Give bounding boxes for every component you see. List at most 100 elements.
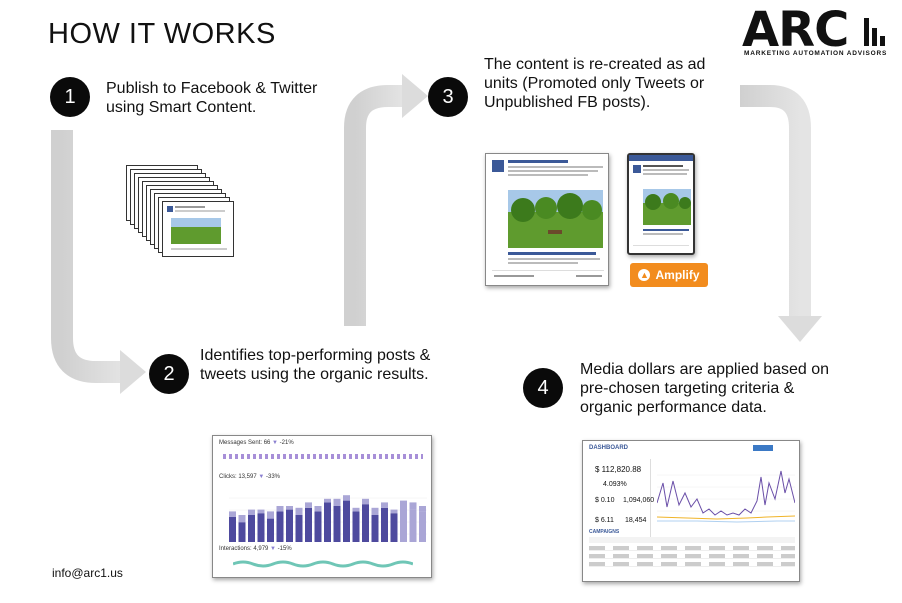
step-2-line-1: Identifies top-performing posts & (200, 347, 431, 364)
step-3-line-3: Unpublished FB posts). (484, 94, 651, 111)
interactions-label: Interactions: 4,979 ▼ -15% (219, 546, 292, 552)
click-bar (257, 513, 265, 542)
click-bar-top (286, 506, 293, 510)
step-4-text: Media dollars are applied based on pre-c… (580, 360, 829, 417)
step-1-badge: 1 (50, 77, 90, 117)
click-bar (333, 506, 341, 542)
dashboard-line-chart (657, 463, 795, 525)
click-bar (371, 515, 379, 542)
click-bar-top (333, 498, 341, 506)
metric-impressions: 1,094,060 (623, 497, 655, 504)
arrow-step1-to-step2 (51, 130, 146, 394)
click-bar (324, 502, 331, 542)
step-4-line-3: organic performance data. (580, 399, 767, 416)
messages-timeline (223, 454, 423, 459)
park-photo-small (643, 189, 691, 225)
contact-email[interactable]: info@arc1.us (52, 566, 123, 580)
metric-cpm: $ 6.11 (595, 517, 614, 524)
click-bar (362, 504, 369, 542)
step-1-line-1: Publish to Facebook & Twitter (106, 80, 318, 97)
step-4-line-2: pre-chosen targeting criteria & (580, 380, 795, 397)
dashboard-screenshot: DASHBOARD $ 112,820.88 4.093% $ 0.10 1,0… (582, 440, 800, 582)
click-bar (229, 516, 236, 542)
arrow-step2-to-step3 (344, 74, 428, 326)
logo-tagline: MARKETING AUTOMATION ADVISORS (744, 50, 888, 57)
metric-cpc: $ 0.10 (595, 497, 615, 504)
click-bar-top (314, 506, 322, 512)
click-bar (390, 513, 398, 542)
click-bar-top (419, 506, 426, 512)
click-bar (419, 511, 426, 542)
click-bar (248, 515, 255, 542)
click-bar-top (295, 507, 303, 515)
click-bar-top (362, 498, 369, 505)
click-bar-top (248, 509, 255, 515)
click-bar (276, 511, 284, 542)
amplify-label: Amplify (655, 268, 700, 282)
step-4-badge: 4 (523, 368, 563, 408)
click-bar-top (390, 509, 398, 514)
dashboard-title: DASHBOARD (589, 445, 628, 451)
click-bar-top (371, 507, 379, 515)
stacked-posts-image (126, 165, 246, 270)
click-bar (343, 500, 350, 542)
click-bar-top (238, 515, 246, 523)
metric-spend: $ 112,820.88 (595, 465, 642, 474)
click-bar (305, 507, 312, 542)
click-bar-top (276, 506, 284, 512)
click-bar-top (305, 502, 312, 508)
click-bar (267, 518, 274, 542)
click-bar (238, 522, 246, 542)
step-2-line-2: tweets using the organic results. (200, 366, 429, 383)
arc-logo: ARC MARKETING AUTOMATION ADVISORS (742, 2, 892, 64)
step-3-line-1: The content is re-created as ad (484, 56, 706, 73)
page-avatar-icon (492, 160, 504, 172)
step-3-line-2: units (Promoted only Tweets or (484, 75, 705, 92)
click-bar (286, 509, 293, 542)
metric-rate: 4.093% (603, 481, 627, 488)
click-bar-top (409, 502, 417, 510)
messages-sent-label: Messages Sent: 66 ▼ -21% (219, 440, 294, 446)
step-1-text: Publish to Facebook & Twitter using Smar… (106, 79, 317, 117)
click-bar-top (257, 509, 265, 514)
interactions-wave (233, 560, 413, 568)
click-bar-top (352, 507, 360, 512)
arrow-step3-to-step4 (740, 85, 822, 342)
page-title: HOW IT WORKS (48, 18, 276, 50)
campaigns-table (589, 537, 795, 577)
click-bar-top (267, 511, 274, 519)
click-bar (400, 506, 407, 542)
step-4-line-1: Media dollars are applied based on (580, 361, 830, 378)
campaigns-label: CAMPAIGNS (589, 529, 620, 535)
click-bar-top (400, 500, 407, 506)
analytics-screenshot: Messages Sent: 66 ▼ -21% Clicks: 13,597 … (212, 435, 432, 578)
click-bar (352, 511, 360, 542)
park-photo (508, 190, 603, 248)
stacked-post-card (162, 201, 234, 257)
amplify-button[interactable]: ▲ Amplify (630, 263, 708, 287)
click-bar (295, 515, 303, 542)
click-bar (409, 509, 417, 542)
click-bar-top (381, 502, 388, 508)
dashboard-metrics: $ 112,820.88 4.093% $ 0.10 1,094,060 $ 6… (589, 459, 655, 541)
clicks-label: Clicks: 13,597 ▼ -33% (219, 474, 280, 480)
twitter-ad-preview (627, 153, 695, 255)
click-bar-top (229, 511, 236, 517)
step-2-text: Identifies top-performing posts & tweets… (200, 346, 430, 384)
click-bar (314, 511, 322, 542)
step-3-badge: 3 (428, 77, 468, 117)
logo-bars-icon (864, 18, 885, 46)
step-1-line-2: using Smart Content. (106, 99, 257, 116)
amplify-arrow-icon: ▲ (638, 269, 651, 281)
clicks-bar-chart (229, 495, 427, 542)
facebook-ad-preview (485, 153, 609, 286)
metric-clicks: 18,454 (625, 517, 647, 524)
logo-wordmark: ARC (742, 2, 849, 58)
dashboard-tab-button (753, 445, 773, 451)
step-2-badge: 2 (149, 354, 189, 394)
step-3-text: The content is re-created as ad units (P… (484, 55, 705, 112)
click-bar-top (324, 498, 331, 503)
click-bar (381, 507, 388, 542)
click-bar-top (343, 495, 350, 501)
